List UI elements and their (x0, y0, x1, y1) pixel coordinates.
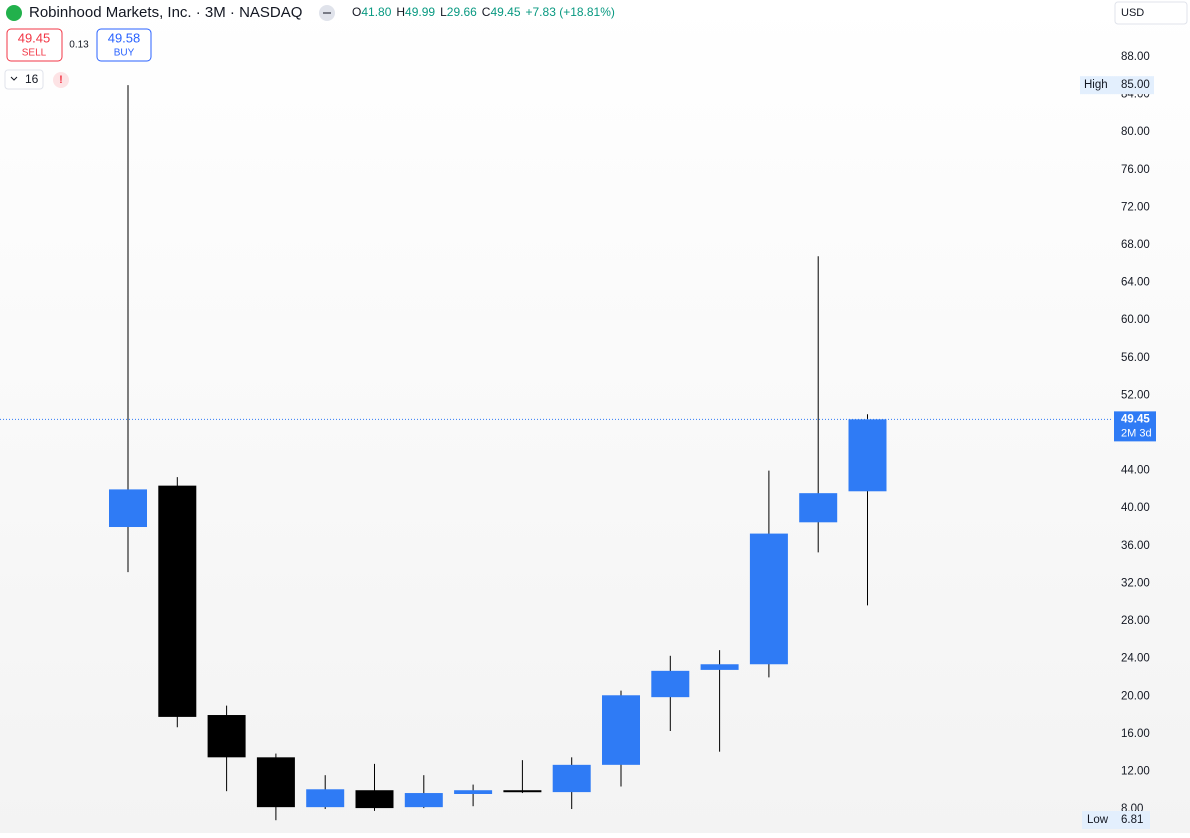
y-tick-label: 80.00 (1121, 126, 1150, 138)
low-tag-label: Low (1087, 814, 1109, 826)
legend-value: 41.80 (361, 5, 391, 19)
chevron (10, 76, 18, 81)
candle-body (651, 670, 690, 698)
candle-body (503, 790, 542, 793)
logo (6, 5, 22, 21)
warning-mark: ! (59, 74, 63, 86)
low-tag-value: 6.81 (1121, 814, 1143, 826)
y-tick-label: 72.00 (1121, 201, 1150, 213)
legend-value: 49.99 (405, 5, 435, 19)
high-tag-value: 85.00 (1121, 79, 1150, 91)
y-tick-label: 28.00 (1121, 615, 1150, 627)
high-tag-bg (1080, 76, 1154, 95)
candle-body (454, 790, 493, 794)
warning-icon[interactable] (53, 72, 69, 88)
candle-body (355, 790, 394, 809)
candle-body (109, 489, 147, 528)
y-tick-label: 12.00 (1121, 765, 1150, 777)
y-tick-label: 44.00 (1121, 465, 1150, 477)
legend-prefix: H (396, 5, 405, 19)
collapse-icon (323, 12, 331, 14)
candle-body (158, 485, 197, 717)
y-tick-label: 64.00 (1121, 277, 1150, 289)
y-tick-label: 32.00 (1121, 577, 1150, 589)
legend-value: 49.45 (490, 5, 520, 19)
sell-button[interactable] (6, 28, 63, 62)
candle-body (799, 493, 838, 523)
currency-button[interactable] (1114, 1, 1188, 25)
y-tick-label: 20.00 (1121, 690, 1150, 702)
y-tick-label: 36.00 (1121, 540, 1150, 552)
last-price-tag (1114, 411, 1156, 442)
ohlc-legend: O41.80 H49.99 L29.66 C49.45 +7.83 (+18.81%) (352, 5, 615, 19)
candle-body (552, 764, 591, 793)
candle-body (404, 793, 443, 808)
candle-body (749, 533, 788, 665)
legend-prefix: L (440, 5, 447, 19)
y-tick-label: 68.00 (1121, 239, 1150, 251)
y-tick-label: 60.00 (1121, 314, 1150, 326)
y-tick-label: 16.00 (1121, 728, 1150, 740)
y-tick-label: 88.00 (1121, 51, 1150, 63)
ohlc-text: O41.80 H49.99 L29.66 C49.45 +7.83 (+18.81%) (352, 5, 615, 19)
y-tick-label: 52.00 (1121, 389, 1150, 401)
candle-body (256, 757, 295, 808)
sell-label: SELL (22, 48, 47, 59)
buy-label: BUY (114, 48, 135, 59)
chart-title: Robinhood Markets, Inc. · 3M · NASDAQ (29, 4, 302, 21)
indicator-toggle[interactable] (4, 69, 44, 90)
high-tag-label: High (1084, 79, 1108, 91)
spread: 0.13 (69, 40, 89, 51)
y-tick-label: 40.00 (1121, 502, 1150, 514)
y-tick-label: 76.00 (1121, 164, 1150, 176)
candle-body (602, 695, 640, 765)
candle-body (306, 789, 345, 808)
legend-prefix: O (352, 5, 361, 19)
legend-prefix: C (482, 5, 491, 19)
low-tag-bg (1082, 811, 1150, 829)
legend-change: +7.83 (+18.81%) (526, 5, 615, 19)
candle-body (207, 715, 246, 758)
indicator-count: 16 (25, 72, 39, 86)
currency: USD (1121, 7, 1144, 19)
candle-body (700, 664, 739, 670)
sell-price: 49.45 (18, 30, 51, 45)
y-tick-label: 56.00 (1121, 352, 1150, 364)
legend-value: 29.66 (447, 5, 477, 19)
buy-price: 49.58 (108, 30, 141, 45)
countdown: 2M 3d (1121, 427, 1152, 439)
buy-button[interactable] (96, 28, 152, 62)
last-price: 49.45 (1121, 413, 1150, 425)
y-tick-label: 24.00 (1121, 653, 1150, 665)
candle-body (848, 419, 887, 492)
